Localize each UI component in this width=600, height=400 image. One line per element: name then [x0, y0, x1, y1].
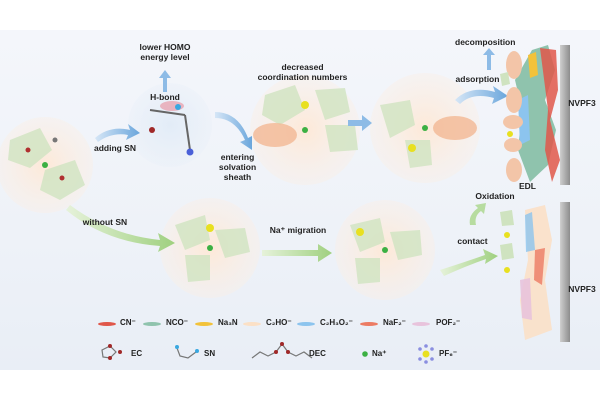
arrow-decomposition	[483, 48, 495, 70]
label-adding-sn: adding SN	[93, 143, 137, 153]
arrow-adding-sn	[95, 124, 140, 142]
legend-pof2: POF₂⁻	[436, 318, 461, 327]
label-lower-homo: lower HOMO energy level	[139, 42, 191, 62]
arrow-lower-homo	[159, 70, 171, 92]
label-na-migration: Na⁺ migration	[269, 225, 327, 235]
legend-sn: SN	[204, 349, 216, 358]
cluster-h-bond	[128, 83, 212, 167]
label-without-sn: without SN	[82, 217, 128, 227]
legend-c2h3o2: C₂H₃O₂⁻	[320, 318, 353, 327]
swatch-cn	[98, 322, 116, 326]
nvpf3-electrode-top	[515, 45, 570, 185]
arrow-to-adjacent	[348, 115, 372, 131]
cluster-without-sn	[160, 198, 260, 298]
cluster-migrated	[335, 200, 435, 300]
ec-molecule-icon	[101, 344, 122, 360]
legend-c2ho: C₂HO⁻	[266, 318, 292, 327]
label-entering-solvation: entering solvation sheath	[218, 152, 257, 182]
legend-na3n: Na₃N	[218, 318, 238, 327]
arrow-contact	[440, 249, 498, 276]
swatch-naf2	[360, 322, 378, 326]
arrow-oxidation	[469, 203, 486, 225]
legend-ec: EC	[131, 349, 143, 358]
sn-molecule-icon	[175, 345, 199, 359]
arrow-entering	[215, 112, 252, 150]
label-decomposition: decomposition	[455, 37, 516, 47]
cluster-initial	[0, 117, 93, 213]
sodium-ion-icon	[362, 351, 368, 357]
dec-molecule-icon	[251, 342, 313, 359]
legend-molecule-icons	[101, 342, 434, 364]
label-nvpf3-top: NVPF3	[568, 98, 596, 108]
label-decreased-coordination: decreased coordination numbers	[257, 62, 348, 82]
swatch-pof2	[412, 322, 430, 326]
cluster-sn-solvated-2	[370, 73, 480, 183]
arrow-na-migration	[262, 244, 332, 262]
label-oxidation: Oxidation	[475, 191, 515, 201]
pf6-anion-icon	[418, 344, 434, 364]
label-edl: EDL	[519, 181, 536, 191]
swatch-c2ho	[243, 322, 261, 326]
edl-layer	[500, 51, 523, 182]
legend-cn: CN⁻	[120, 318, 136, 327]
label-h-bond: H-bond	[150, 92, 180, 102]
arrow-without-sn	[66, 205, 175, 252]
label-contact: contact	[457, 236, 488, 246]
label-adsorption: adsorption	[455, 74, 500, 84]
swatch-c2h3o2	[297, 322, 315, 326]
legend-na: Na⁺	[372, 349, 387, 358]
legend-naf2: NaF₂⁻	[383, 318, 406, 327]
swatch-nco	[143, 322, 161, 326]
arrow-adsorption	[455, 86, 508, 104]
nvpf3-electrode-bottom	[500, 202, 570, 342]
label-nvpf3-bottom: NVPF3	[568, 284, 596, 294]
cluster-sn-solvated	[250, 75, 360, 185]
swatch-na3n	[195, 322, 213, 326]
legend-pf6: PF₆⁻	[439, 349, 458, 358]
legend-nco: NCO⁻	[166, 318, 188, 327]
legend-dec: DEC	[309, 349, 326, 358]
